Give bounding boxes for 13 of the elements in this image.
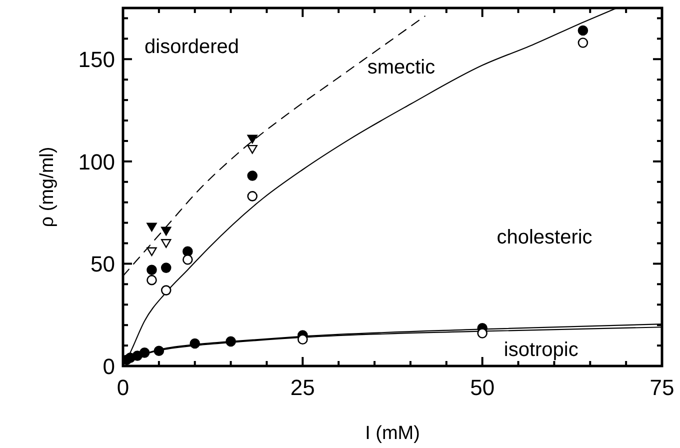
x-tick-label: 75 xyxy=(650,375,674,400)
y-tick-label: 50 xyxy=(90,252,115,277)
annotation: isotropic xyxy=(504,338,578,361)
y-tick-label: 100 xyxy=(78,149,115,174)
y-axis-title: ρ (mg/ml) xyxy=(37,146,58,228)
annotation: cholesteric xyxy=(496,226,592,248)
annotation: disordered xyxy=(144,36,240,58)
y-tick-label: 0 xyxy=(102,354,115,379)
x-tick-label: 25 xyxy=(290,375,315,400)
x-tick-label: 50 xyxy=(470,375,495,400)
annotation: smectic xyxy=(367,56,436,78)
x-axis-title: I (mM) xyxy=(365,423,420,444)
y-tick-label: 150 xyxy=(78,47,115,72)
